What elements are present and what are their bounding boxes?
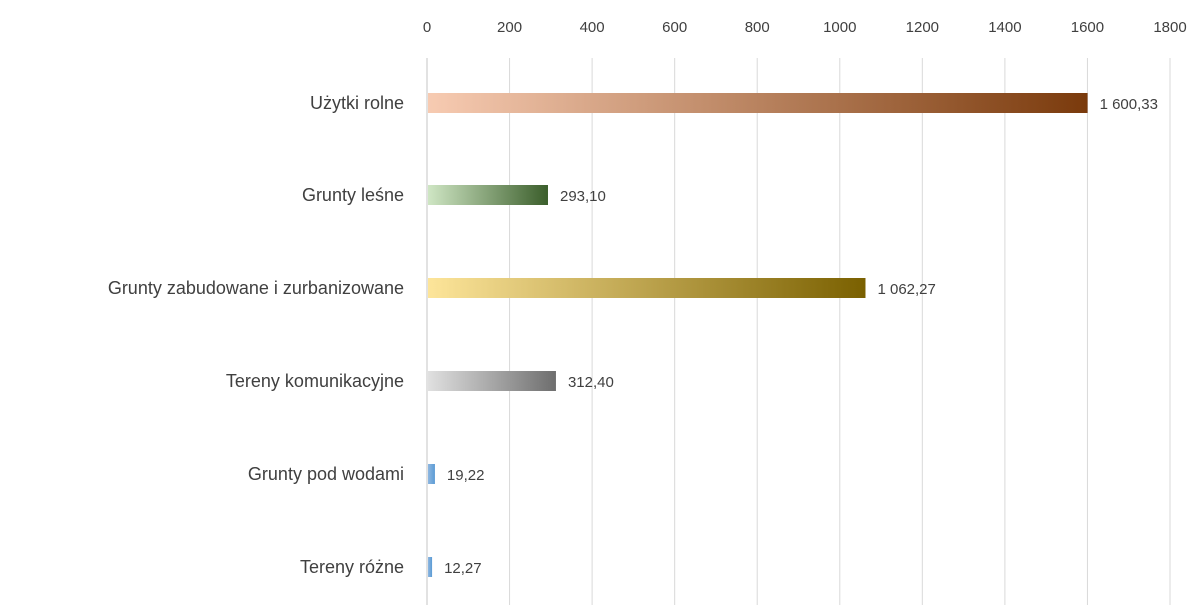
category-label: Grunty leśne <box>302 185 404 205</box>
x-tick-label: 1400 <box>988 19 1021 36</box>
category-label: Grunty zabudowane i zurbanizowane <box>108 278 404 298</box>
bars <box>428 93 1088 577</box>
data-label: 19,22 <box>447 467 485 484</box>
data-labels: 1 600,33 293,10 1 062,27 312,40 19,22 12,27 <box>444 96 1158 577</box>
data-label: 1 062,27 <box>877 281 935 298</box>
category-label: Tereny komunikacyjne <box>226 371 404 391</box>
data-label: 12,27 <box>444 560 482 577</box>
x-tick-label: 1600 <box>1071 19 1104 36</box>
x-tick-label: 1800 <box>1153 19 1186 36</box>
data-label: 293,10 <box>560 188 606 205</box>
gridlines <box>426 58 1171 605</box>
bar <box>428 93 1088 113</box>
bar <box>428 557 433 577</box>
bar <box>428 464 435 484</box>
x-tick-label: 600 <box>662 19 687 36</box>
category-label: Grunty pod wodami <box>248 464 404 484</box>
x-axis-ticks: 0 200 400 600 800 1000 1200 1400 1600 1800 <box>423 19 1187 36</box>
category-label: Tereny różne <box>300 557 404 577</box>
bar <box>428 278 866 298</box>
category-labels: Użytki rolne Grunty leśne Grunty zabudowan… <box>108 93 404 577</box>
bar <box>428 371 556 391</box>
x-tick-label: 400 <box>580 19 605 36</box>
category-label: Użytki rolne <box>310 93 404 113</box>
x-tick-label: 200 <box>497 19 522 36</box>
x-tick-label: 0 <box>423 19 431 36</box>
bar <box>428 185 548 205</box>
x-tick-label: 800 <box>745 19 770 36</box>
data-label: 1 600,33 <box>1100 96 1158 113</box>
x-tick-label: 1200 <box>906 19 939 36</box>
x-tick-label: 1000 <box>823 19 856 36</box>
data-label: 312,40 <box>568 374 614 391</box>
